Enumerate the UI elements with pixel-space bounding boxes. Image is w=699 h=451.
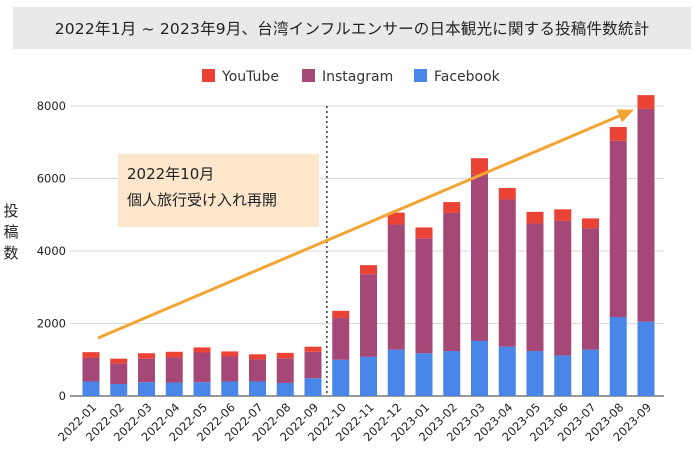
bar-facebook-2022-08 — [276, 382, 294, 396]
bar-instagram-2023-01 — [415, 238, 433, 354]
bar-instagram-2023-04 — [498, 199, 516, 347]
bar-youtube-2022-02 — [110, 358, 128, 364]
trend-arrow — [97, 109, 634, 340]
bar-youtube-2022-04 — [165, 351, 183, 358]
trend-arrow-shaft — [97, 114, 620, 340]
bar-instagram-2022-01 — [82, 357, 100, 382]
bar-youtube-2023-06 — [554, 209, 572, 221]
legend-swatch-facebook — [414, 69, 427, 82]
bar-facebook-2023-04 — [498, 346, 516, 396]
legend-label-youtube: YouTube — [221, 69, 279, 85]
bar-facebook-2022-09 — [304, 378, 322, 396]
bar-instagram-2022-08 — [276, 358, 294, 383]
bar-instagram-2022-04 — [165, 357, 183, 383]
bar-instagram-2023-07 — [582, 228, 599, 350]
bar-instagram-2022-07 — [249, 359, 266, 382]
bar-youtube-2023-02 — [443, 202, 461, 213]
bar-facebook-2022-06 — [221, 381, 239, 396]
legend-swatch-instagram — [302, 69, 315, 82]
y-tick-label: 6000 — [37, 172, 66, 186]
bar-youtube-2022-08 — [276, 352, 294, 359]
annotation-box — [118, 154, 319, 227]
bar-facebook-2022-02 — [110, 384, 128, 396]
bar-instagram-2022-09 — [304, 351, 322, 379]
bar-youtube-2022-07 — [249, 354, 266, 360]
bar-facebook-2022-10 — [332, 359, 350, 396]
bar-youtube-2023-04 — [498, 187, 516, 200]
bar-instagram-2022-10 — [332, 318, 350, 360]
bar-youtube-2023-08 — [609, 127, 627, 141]
bar-youtube-2022-10 — [332, 310, 350, 319]
bar-facebook-2023-01 — [415, 353, 433, 396]
bar-instagram-2023-06 — [554, 220, 572, 356]
y-tick-label: 2000 — [37, 317, 66, 331]
annotation-line-1: 2022年10月 — [127, 165, 215, 183]
y-axis-ticks: 0 2000 4000 6000 8000 — [37, 99, 66, 403]
legend-swatch-youtube — [202, 69, 215, 82]
bar-instagram-2022-06 — [221, 356, 239, 382]
bar-youtube-2023-03 — [471, 158, 488, 175]
bar-facebook-2023-03 — [471, 340, 488, 396]
y-tick-label: 8000 — [37, 99, 66, 113]
bar-facebook-2022-01 — [82, 381, 100, 396]
bar-instagram-2023-08 — [609, 140, 627, 317]
bar-youtube-2022-06 — [221, 351, 239, 357]
legend: YouTube Instagram Facebook — [202, 69, 501, 85]
bar-youtube-2022-09 — [304, 346, 322, 352]
bar-instagram-2022-05 — [193, 352, 211, 383]
bar-youtube-2023-07 — [582, 218, 599, 229]
bar-instagram-2022-11 — [360, 274, 377, 357]
chart-title: 2022年1月 ~ 2023年9月、台湾インフルエンサーの日本観光に関する投稿件… — [13, 7, 691, 49]
x-axis-ticks: 2022-012022-022022-032022-042022-052022-… — [55, 400, 654, 444]
bar-youtube-2023-01 — [415, 227, 433, 239]
bar-youtube-2022-11 — [360, 265, 377, 275]
bar-instagram-2023-03 — [471, 174, 488, 341]
bar-instagram-2023-05 — [526, 223, 544, 352]
annotation-line-2: 個人旅行受け入れ再開 — [127, 191, 278, 209]
bar-youtube-2022-01 — [82, 352, 100, 358]
bar-instagram-2022-03 — [138, 358, 155, 383]
bar-facebook-2022-05 — [193, 382, 211, 396]
bar-instagram-2023-02 — [443, 212, 461, 352]
bar-facebook-2023-07 — [582, 349, 599, 396]
trend-arrow-head — [616, 109, 634, 123]
y-tick-label: 4000 — [37, 244, 66, 258]
bar-facebook-2023-06 — [554, 355, 572, 396]
y-tick-label: 0 — [59, 389, 66, 403]
bar-youtube-2023-09 — [637, 95, 655, 109]
y-axis-label: 投稿数 — [3, 202, 18, 262]
y-axis-label-char: 稿 — [3, 223, 18, 241]
bar-instagram-2022-12 — [387, 224, 405, 350]
bar-youtube-2022-12 — [387, 212, 405, 225]
bar-facebook-2022-12 — [387, 349, 405, 396]
bar-facebook-2022-11 — [360, 356, 377, 396]
bar-youtube-2023-05 — [526, 211, 544, 224]
legend-label-facebook: Facebook — [434, 69, 501, 85]
bar-youtube-2022-03 — [138, 353, 155, 359]
bar-facebook-2022-07 — [249, 381, 266, 396]
bar-instagram-2023-09 — [637, 108, 655, 322]
bar-facebook-2023-05 — [526, 351, 544, 396]
bar-facebook-2023-08 — [609, 316, 627, 396]
y-axis-label-char: 投 — [3, 202, 18, 220]
bar-youtube-2022-05 — [193, 347, 211, 353]
bar-facebook-2023-02 — [443, 351, 461, 396]
bar-facebook-2023-09 — [637, 321, 655, 396]
legend-label-instagram: Instagram — [322, 69, 393, 85]
bars — [82, 95, 655, 396]
bar-facebook-2022-04 — [165, 382, 183, 396]
y-axis-label-char: 数 — [3, 244, 18, 262]
bar-instagram-2022-02 — [110, 363, 128, 385]
bar-facebook-2022-03 — [138, 382, 155, 396]
